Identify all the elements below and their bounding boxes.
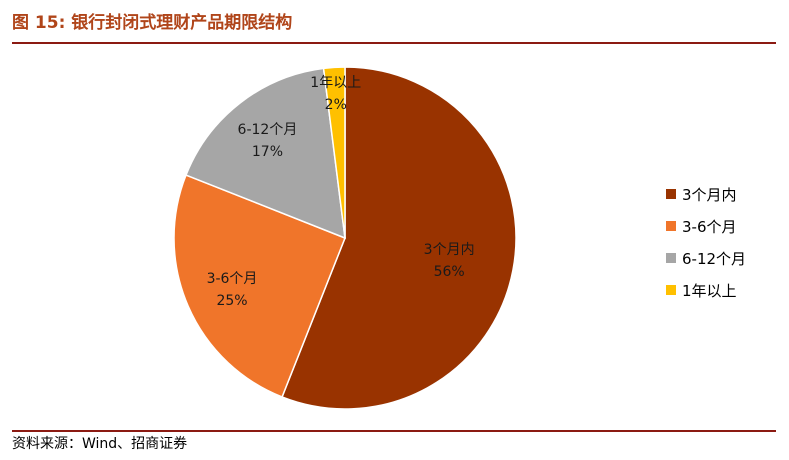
slice-percent-label: 2% — [325, 97, 347, 113]
figure-title: 图 15: 银行封闭式理财产品期限结构 — [12, 13, 293, 33]
source-note: 资料来源：Wind、招商证券 — [12, 436, 188, 452]
pie-slice — [322, 66, 346, 239]
title-rule — [12, 42, 776, 44]
slice-category-label: 1年以上 — [310, 75, 361, 91]
legend-item: 3-6个月 — [666, 210, 746, 242]
pie-labels: 3个月内 56% 3-6个月 25% 6-12个月 17% 1年以上 2% — [207, 75, 475, 309]
legend-label: 3-6个月 — [682, 217, 737, 236]
pie-slices — [173, 66, 517, 410]
slice-percent-label: 17% — [252, 144, 283, 160]
slice-percent-label: 56% — [434, 264, 465, 280]
slice-category-label: 3-6个月 — [207, 271, 258, 287]
legend-swatch — [666, 221, 676, 231]
legend-swatch — [666, 189, 676, 199]
legend-item: 1年以上 — [666, 274, 746, 306]
slice-category-label: 3个月内 — [424, 242, 475, 258]
legend-label: 6-12个月 — [682, 249, 747, 268]
legend-swatch — [666, 253, 676, 263]
legend-swatch — [666, 285, 676, 295]
legend-label: 3个月内 — [682, 185, 737, 204]
chart-legend: 3个月内 3-6个月 6-12个月 1年以上 — [666, 178, 746, 306]
pie-slice — [185, 67, 346, 240]
slice-percent-label: 25% — [216, 293, 247, 309]
pie-slice — [173, 174, 346, 398]
slice-category-label: 6-12个月 — [238, 122, 298, 138]
source-rule — [12, 430, 776, 432]
legend-label: 1年以上 — [682, 281, 737, 300]
pie-slice — [281, 66, 517, 410]
legend-item: 3个月内 — [666, 178, 746, 210]
legend-item: 6-12个月 — [666, 242, 746, 274]
